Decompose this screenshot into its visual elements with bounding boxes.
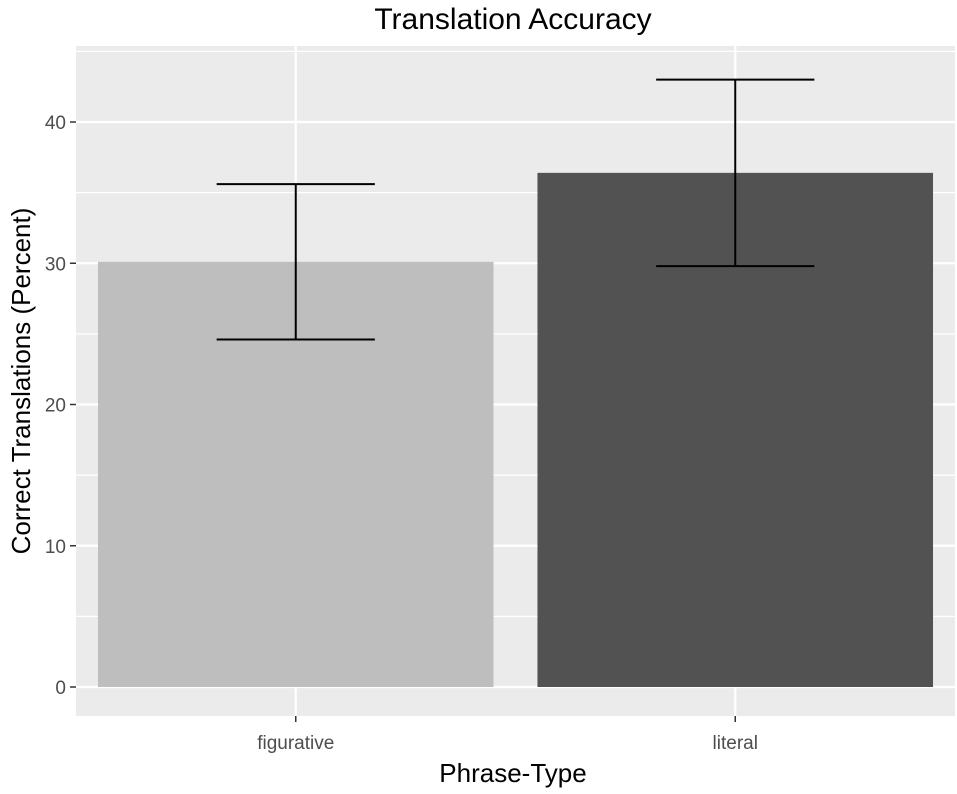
y-tick-label: 20	[45, 396, 66, 417]
x-tick-label-figurative: figurative	[257, 733, 334, 754]
error-bar-figurative	[216, 183, 375, 341]
y-tick-label: 0	[55, 678, 66, 699]
y-axis-ticks: 0 10 20 30 40	[45, 113, 76, 699]
x-tick-label-literal: literal	[713, 733, 758, 754]
y-tick-label: 30	[45, 254, 66, 275]
y-tick-label: 10	[45, 537, 66, 558]
error-bar-literal	[656, 78, 815, 268]
x-axis-title: Phrase-Type	[439, 758, 586, 788]
y-tick-label: 40	[45, 113, 66, 134]
chart-title: Translation Accuracy	[374, 3, 651, 36]
error-bars	[216, 78, 815, 341]
y-axis-title: Correct Translations (Percent)	[6, 208, 36, 555]
x-axis-ticks: figurative literal	[257, 716, 758, 754]
